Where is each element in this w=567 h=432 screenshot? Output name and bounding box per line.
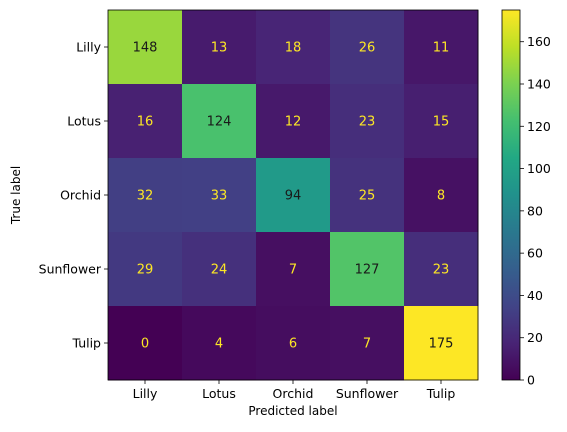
heatmap-cell [182,10,257,85]
colorbar [501,9,521,381]
cell-value-label: 6 [289,337,297,352]
y-tick-label: Lilly [76,40,101,55]
heatmap-cell [256,232,331,307]
cell-value-label: 23 [433,263,450,278]
colorbar-tick-label: 120 [527,119,551,134]
cell-value-label: 127 [355,263,380,278]
x-axis-label: Predicted label [248,404,337,418]
x-tick-label: Lotus [202,386,236,401]
colorbar-tick-label: 160 [527,34,551,49]
cell-value-label: 148 [133,41,158,56]
colorbar-ticks: 0 20 40 60 80 100 120 140 160 [520,34,551,388]
cell-value-label: 11 [433,41,450,56]
colorbar-tick-label: 20 [527,330,543,345]
colorbar-tick-label: 100 [527,161,551,176]
heatmap-cell [330,84,405,159]
cell-value-label: 32 [137,189,154,204]
x-tick-label: Tulip [426,386,456,401]
heatmap-cell [256,158,331,233]
colorbar-tick-label: 80 [527,203,543,218]
colorbar-tick-label: 0 [527,373,535,388]
cell-value-label: 94 [285,189,302,204]
colorbar-tick-label: 40 [527,288,543,303]
heatmap-cell [256,306,331,381]
cell-value-label: 4 [215,337,223,352]
y-tick-label: Tulip [71,336,101,351]
heatmap-cell [108,232,183,307]
y-tick-label: Orchid [60,188,101,203]
y-tick-label: Sunflower [39,262,102,277]
heatmap-cell [108,10,183,85]
heatmap-cell [404,10,479,85]
cell-value-label: 25 [359,189,376,204]
cell-value-label: 8 [437,189,445,204]
x-tick-label: Lilly [133,386,158,401]
cell-value-label: 18 [285,41,302,56]
x-tick-label: Sunflower [336,386,399,401]
heatmap-cell [330,232,405,307]
heatmap-cell [256,10,331,85]
heatmap-cell [404,306,479,381]
heatmap-cell [108,306,183,381]
heatmap-cell [182,84,257,159]
y-axis-label: True label [9,166,23,225]
colorbar-tick-label: 60 [527,246,543,261]
cell-value-label: 15 [433,115,450,130]
colorbar-tick-label: 140 [527,77,551,92]
heatmap-cell [330,10,405,85]
heatmap-cell [404,158,479,233]
cell-value-label: 0 [141,337,149,352]
heatmap-cell [404,232,479,307]
cell-value-label: 33 [211,189,228,204]
y-tick-label: Lotus [67,114,101,129]
cell-value-label: 16 [137,115,154,130]
x-tick-label: Orchid [273,386,314,401]
heatmap-cell [404,84,479,159]
x-axis-ticks: Lilly Lotus Orchid Sunflower Tulip [133,380,456,401]
cell-value-label: 7 [363,337,371,352]
cell-value-label: 23 [359,115,376,130]
heatmap-cell [330,306,405,381]
heatmap-cell [182,158,257,233]
cell-value-label: 24 [211,263,228,278]
heatmap-cells [108,10,479,381]
heatmap-cell [108,84,183,159]
heatmap-cell [256,84,331,159]
heatmap-cell [330,158,405,233]
cell-value-label: 29 [137,263,154,278]
heatmap-cell [108,158,183,233]
cell-value-label: 13 [211,41,228,56]
cell-value-label: 12 [285,115,302,130]
cell-value-label: 175 [429,337,454,352]
y-axis-ticks: Lilly Lotus Orchid Sunflower Tulip [39,40,108,351]
cell-value-label: 124 [207,115,232,130]
cell-value-label: 26 [359,41,376,56]
heatmap-cell [182,306,257,381]
cell-value-labels: 148 13 18 26 11 16 124 12 23 15 32 33 94 25 8 29 24 7 127 2… [133,41,454,352]
cell-value-label: 7 [289,263,297,278]
heatmap-cell [182,232,257,307]
